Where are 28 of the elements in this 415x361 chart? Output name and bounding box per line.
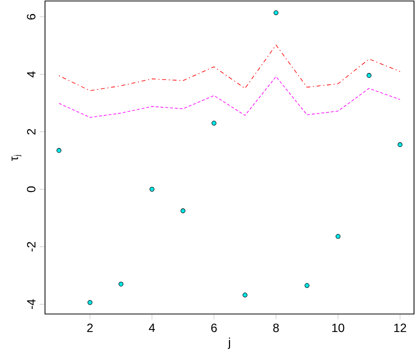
y-tick-label: 4 xyxy=(27,71,36,78)
x-tick-label: 10 xyxy=(332,324,344,332)
x-tick-label: 8 xyxy=(273,324,279,332)
x-tick-label: 12 xyxy=(394,324,406,332)
point xyxy=(304,283,310,288)
point xyxy=(56,148,62,153)
point xyxy=(274,10,278,16)
point xyxy=(366,73,372,78)
y-tick-label: -4 xyxy=(27,299,36,310)
x-tick-label: 4 xyxy=(148,324,155,332)
y-tick-label: -2 xyxy=(27,242,36,252)
point xyxy=(150,186,154,192)
point xyxy=(212,120,216,126)
point xyxy=(180,208,186,214)
x-tick-label: 6 xyxy=(211,324,217,332)
y-axis-title: τ$_{j}$ xyxy=(12,155,22,161)
point xyxy=(398,142,402,148)
point xyxy=(118,282,124,287)
line-series xyxy=(58,76,400,118)
y-tick-label: 0 xyxy=(26,186,36,192)
x-tick-label: 2 xyxy=(87,324,93,332)
y-tick-label: 2 xyxy=(27,129,36,135)
x-axis-title: j xyxy=(228,338,230,349)
y-tick-label: 6 xyxy=(26,14,36,20)
point xyxy=(336,234,340,239)
point xyxy=(242,292,248,298)
point xyxy=(88,300,92,305)
line-series xyxy=(58,44,400,92)
